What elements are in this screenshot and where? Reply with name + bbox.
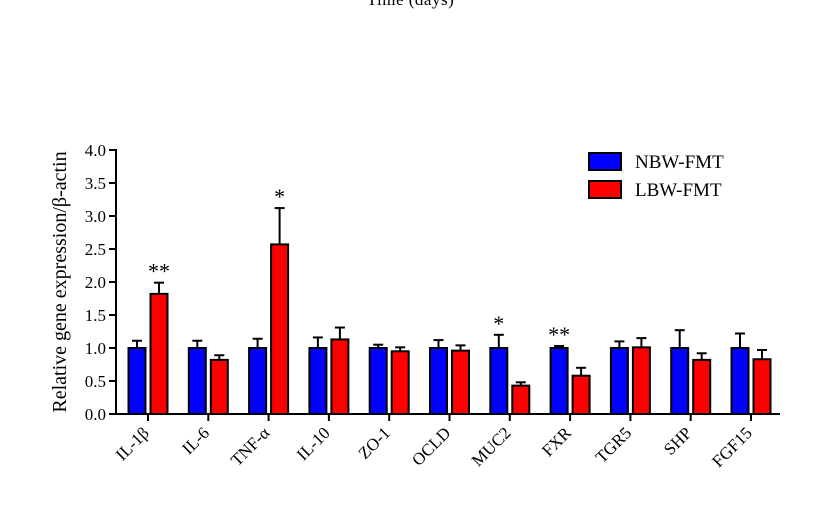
x-tick-label: IL-10 (293, 423, 334, 464)
bar-nbw-fmt (308, 347, 328, 415)
bar-lbw-fmt (270, 243, 290, 415)
bar-lbw-fmt (209, 358, 229, 416)
y-tick-label: 0.0 (85, 405, 106, 424)
significance-marker: ** (148, 259, 170, 284)
bar-lbw-fmt (330, 338, 350, 416)
significance-marker: * (274, 184, 285, 209)
y-axis-label: Relative gene expression/β-actin (49, 151, 71, 412)
x-tick-label: IL-6 (178, 423, 213, 458)
x-tick-label: MUC2 (468, 423, 515, 470)
significance-marker: ** (548, 322, 570, 347)
x-tick-label: FGF15 (708, 423, 756, 471)
bar-lbw-fmt (692, 358, 712, 416)
x-tick-label: FXR (538, 423, 575, 460)
bar-lbw-fmt (571, 374, 591, 415)
y-tick-label: 3.5 (85, 174, 106, 193)
bar-nbw-fmt (670, 347, 690, 415)
bar-lbw-fmt (752, 358, 772, 415)
legend-label: LBW-FMT (635, 180, 722, 201)
bar-nbw-fmt (187, 347, 207, 415)
bar-nbw-fmt (429, 347, 448, 415)
bar-nbw-fmt (730, 347, 750, 415)
y-tick-label: 4.0 (85, 141, 106, 160)
bar-nbw-fmt (489, 347, 509, 415)
x-tick-label: TNF-α (227, 423, 274, 470)
bar-nbw-fmt (609, 347, 629, 415)
x-tick-label: IL-1β (112, 423, 153, 464)
top-caption: Time (days) (0, 0, 821, 10)
legend-swatch-nbw-fmt (588, 152, 622, 171)
bar-nbw-fmt (127, 347, 147, 415)
x-tick-label: TGR5 (592, 423, 635, 466)
bar-nbw-fmt (368, 347, 388, 415)
y-tick-label: 0.5 (85, 372, 106, 391)
y-tick-label: 2.5 (85, 240, 106, 259)
y-tick-label: 3.0 (85, 207, 106, 226)
bar-nbw-fmt (248, 347, 268, 415)
bar-lbw-fmt (451, 349, 470, 416)
x-tick-label: ZO-1 (355, 423, 394, 462)
legend-swatch-lbw-fmt (588, 180, 622, 199)
bar-lbw-fmt (511, 384, 531, 415)
bar-lbw-fmt (390, 350, 410, 415)
significance-marker: * (493, 311, 504, 336)
bar-lbw-fmt (631, 346, 651, 415)
bar-nbw-fmt (549, 347, 569, 415)
y-tick-label: 2.0 (85, 273, 106, 292)
x-tick-label: OCLD (408, 423, 454, 469)
y-tick-label: 1.5 (85, 306, 106, 325)
x-tick-label: SHP (660, 423, 695, 458)
bar-lbw-fmt (149, 292, 169, 416)
legend-label: NBW-FMT (635, 152, 724, 173)
y-tick-label: 1.0 (85, 339, 106, 358)
